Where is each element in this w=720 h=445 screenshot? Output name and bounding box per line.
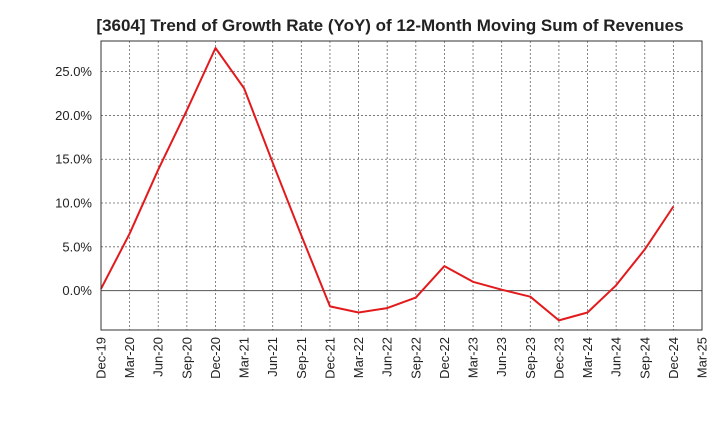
grid (101, 41, 702, 330)
x-axis-tick-labels: Dec-19 Mar-20 Jun-20 Sep-20 Dec-20 Mar-21 Jun-… (94, 337, 710, 379)
x-tick-label: Dec-21 (322, 337, 337, 379)
plot-area-frame (100, 40, 703, 331)
x-tick-label: Dec-19 (94, 337, 109, 379)
x-tick-label: Jun-21 (265, 337, 280, 377)
y-tick-label: 10.0% (55, 196, 92, 211)
x-tick-label: Mar-20 (122, 337, 137, 378)
x-tick-label: Jun-23 (494, 337, 509, 377)
x-tick-label: Dec-23 (551, 337, 566, 379)
x-tick-label: Dec-24 (666, 337, 681, 379)
y-tick-label: 0.0% (62, 283, 92, 298)
y-axis-tick-labels: 0.0% 5.0% 10.0% 15.0% 20.0% 25.0% (55, 64, 92, 298)
x-tick-label: Dec-20 (208, 337, 223, 379)
x-tick-label: Sep-20 (179, 337, 194, 379)
x-tick-label: Jun-24 (609, 337, 624, 377)
y-tick-label: 5.0% (62, 239, 92, 254)
x-tick-label: Mar-22 (351, 337, 366, 378)
x-tick-label: Sep-23 (523, 337, 538, 379)
x-tick-label: Sep-24 (637, 337, 652, 379)
x-tick-label: Dec-22 (437, 337, 452, 379)
x-tick-label: Mar-25 (695, 337, 710, 378)
x-tick-label: Jun-22 (380, 337, 395, 377)
chart-title: [3604] Trend of Growth Rate (YoY) of 12-… (96, 16, 683, 35)
y-tick-label: 15.0% (55, 152, 92, 167)
x-tick-label: Mar-21 (237, 337, 252, 378)
x-tick-label: Mar-23 (466, 337, 481, 378)
x-tick-label: Sep-22 (408, 337, 423, 379)
y-tick-label: 25.0% (55, 64, 92, 79)
x-tick-label: Sep-21 (294, 337, 309, 379)
x-tick-label: Jun-20 (151, 337, 166, 377)
series-line (100, 47, 675, 322)
y-tick-label: 20.0% (55, 108, 92, 123)
series-layer (100, 47, 675, 322)
x-tick-label: Mar-24 (580, 337, 595, 378)
